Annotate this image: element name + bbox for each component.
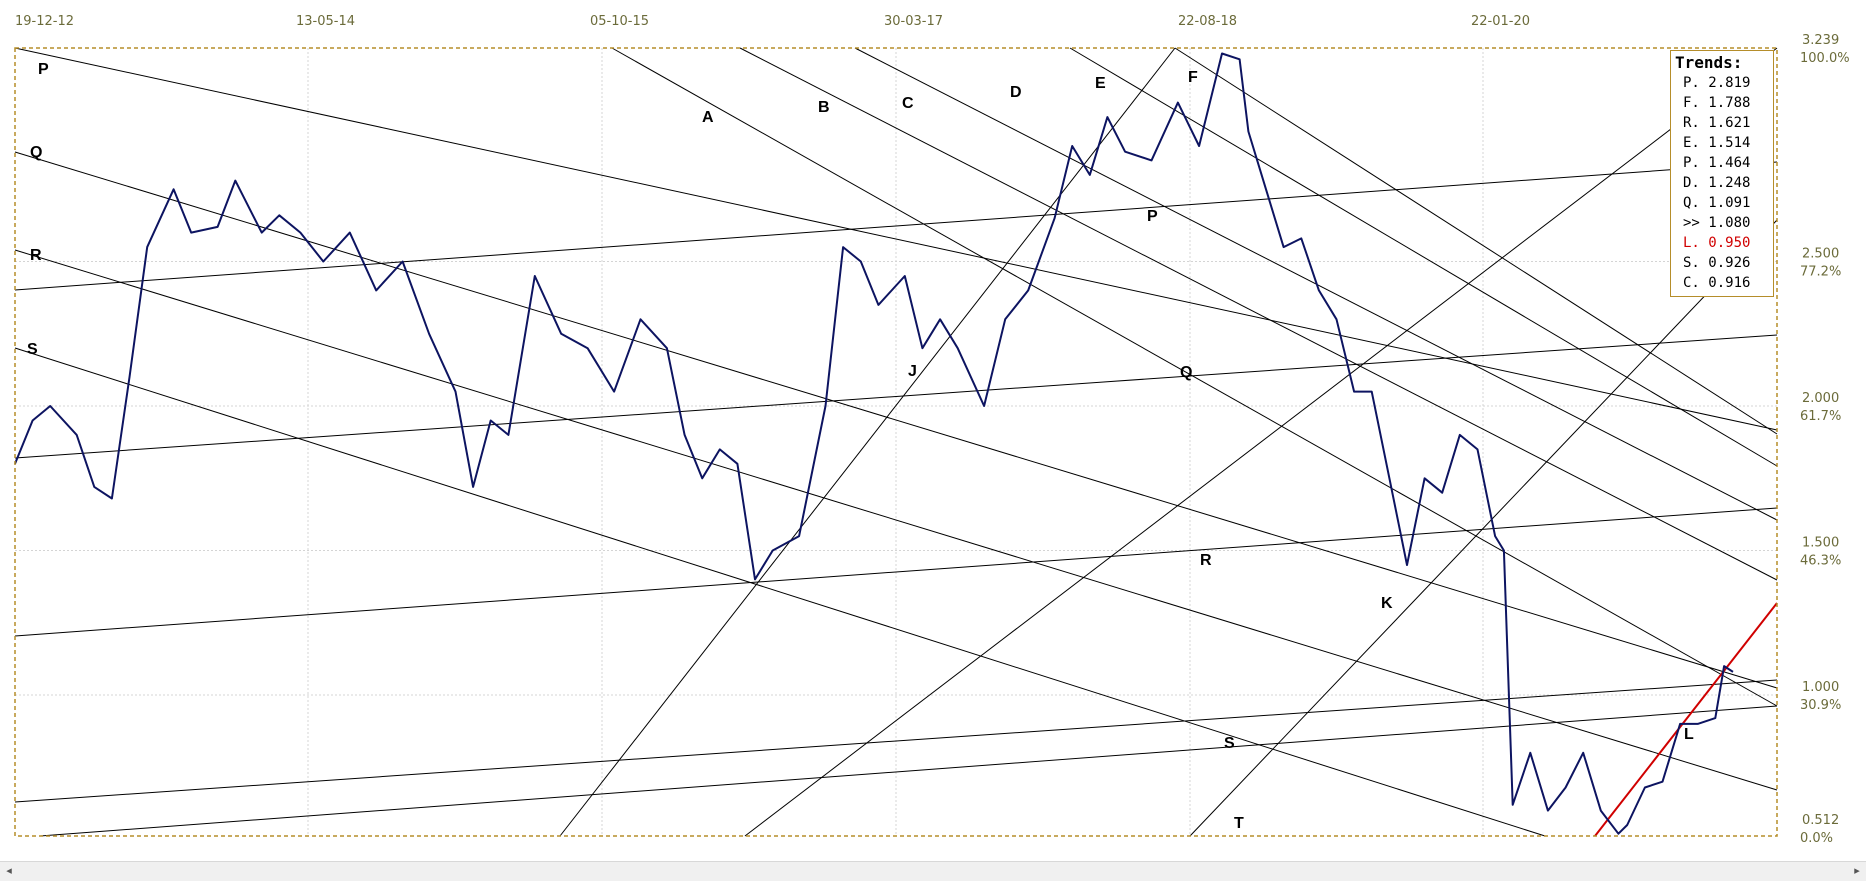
trend-line bbox=[14, 334, 1778, 459]
trend-label: C bbox=[902, 95, 914, 112]
trend-label: B bbox=[818, 99, 830, 116]
trend-label: T bbox=[1234, 815, 1244, 832]
legend-row: Q. 1.091 bbox=[1683, 195, 1751, 211]
x-tick-label: 30-03-17 bbox=[884, 14, 943, 29]
trend-line-l bbox=[1594, 602, 1778, 837]
trend-line bbox=[14, 507, 1778, 637]
trend-lines bbox=[14, 47, 1778, 837]
horizontal-scrollbar[interactable]: ◂ ▸ bbox=[0, 861, 1866, 881]
trend-line bbox=[559, 47, 1176, 837]
y-tick-value: 3.239 bbox=[1802, 33, 1839, 48]
trend-line bbox=[744, 47, 1778, 837]
trend-label: R bbox=[1200, 552, 1212, 569]
trend-line bbox=[1174, 47, 1778, 435]
trend-line bbox=[14, 161, 1778, 291]
scroll-left-arrow-icon[interactable]: ◂ bbox=[6, 864, 12, 877]
trend-label: S bbox=[1224, 735, 1235, 752]
trend-label: Q bbox=[1180, 364, 1192, 381]
price-line bbox=[14, 52, 1734, 835]
y-axis: 3.239 100.0% 2.500 77.2% 2.000 61.7% 1.500 46.3… bbox=[1800, 33, 1850, 846]
legend-row: S. 0.926 bbox=[1683, 255, 1751, 271]
trend-labels: P Q R S A B C D E F P Q R S T J K L bbox=[27, 61, 1694, 832]
trend-label: L bbox=[1684, 726, 1694, 743]
legend-rows: P. 2.819 F. 1.788 R. 1.621 E. 1.514 P. 1.464… bbox=[1675, 73, 1769, 293]
trend-line bbox=[739, 47, 1778, 581]
price-series bbox=[14, 52, 1734, 835]
legend-row: L. 0.950 bbox=[1683, 235, 1751, 251]
x-tick-label: 05-10-15 bbox=[590, 14, 649, 29]
trend-label: D bbox=[1010, 84, 1022, 101]
y-tick-percent: 77.2% bbox=[1800, 265, 1841, 280]
legend-row: E. 1.514 bbox=[1683, 135, 1751, 151]
trend-line bbox=[611, 47, 1778, 707]
trend-line bbox=[1069, 47, 1778, 467]
y-tick-value: 1.500 bbox=[1802, 536, 1839, 551]
legend-row: C. 0.916 bbox=[1683, 275, 1751, 291]
x-tick-label: 13-05-14 bbox=[296, 14, 355, 29]
trend-line bbox=[1189, 219, 1778, 837]
y-tick-value: 1.000 bbox=[1802, 680, 1839, 695]
legend-row: D. 1.248 bbox=[1683, 175, 1751, 191]
legend-title: Trends: bbox=[1675, 53, 1743, 72]
x-tick-label: 19-12-12 bbox=[15, 14, 74, 29]
trend-label: J bbox=[908, 363, 917, 380]
y-tick-percent: 61.7% bbox=[1800, 409, 1841, 424]
trend-line bbox=[39, 705, 1778, 837]
y-tick-percent: 100.0% bbox=[1800, 51, 1850, 66]
trend-line bbox=[14, 151, 1778, 689]
x-axis: 19-12-12 13-05-14 05-10-15 30-03-17 22-08-18… bbox=[15, 14, 1530, 29]
grid bbox=[15, 48, 1777, 836]
trend-label: E bbox=[1095, 75, 1106, 92]
y-tick-value: 2.000 bbox=[1802, 391, 1839, 406]
legend-row: P. 2.819 bbox=[1683, 75, 1751, 91]
legend-row: F. 1.788 bbox=[1683, 95, 1751, 111]
y-tick-percent: 0.0% bbox=[1800, 831, 1833, 846]
trend-line bbox=[14, 47, 1778, 431]
y-tick-value: 2.500 bbox=[1802, 247, 1839, 262]
trend-label: F bbox=[1188, 69, 1198, 86]
trend-label: R bbox=[30, 247, 42, 264]
trend-label: A bbox=[702, 109, 714, 126]
x-tick-label: 22-01-20 bbox=[1471, 14, 1530, 29]
trends-legend: Trends: P. 2.819 F. 1.788 R. 1.621 E. 1.514… bbox=[1670, 50, 1774, 297]
y-tick-percent: 30.9% bbox=[1800, 698, 1841, 713]
x-tick-label: 22-08-18 bbox=[1178, 14, 1237, 29]
trend-line bbox=[14, 347, 1546, 837]
scroll-right-arrow-icon[interactable]: ▸ bbox=[1854, 864, 1860, 877]
legend-row: P. 1.464 bbox=[1683, 155, 1751, 171]
trend-label: Q bbox=[30, 144, 42, 161]
y-tick-value: 0.512 bbox=[1802, 813, 1839, 828]
trend-label: P bbox=[38, 61, 49, 78]
plot-frame bbox=[14, 47, 1778, 837]
trend-line bbox=[14, 679, 1778, 803]
trend-label: P bbox=[1147, 208, 1158, 225]
legend-row: R. 1.621 bbox=[1683, 115, 1751, 131]
legend-row: >> 1.080 bbox=[1683, 215, 1751, 231]
trend-label: S bbox=[27, 341, 38, 358]
trend-label: K bbox=[1381, 595, 1393, 612]
y-tick-percent: 46.3% bbox=[1800, 554, 1841, 569]
